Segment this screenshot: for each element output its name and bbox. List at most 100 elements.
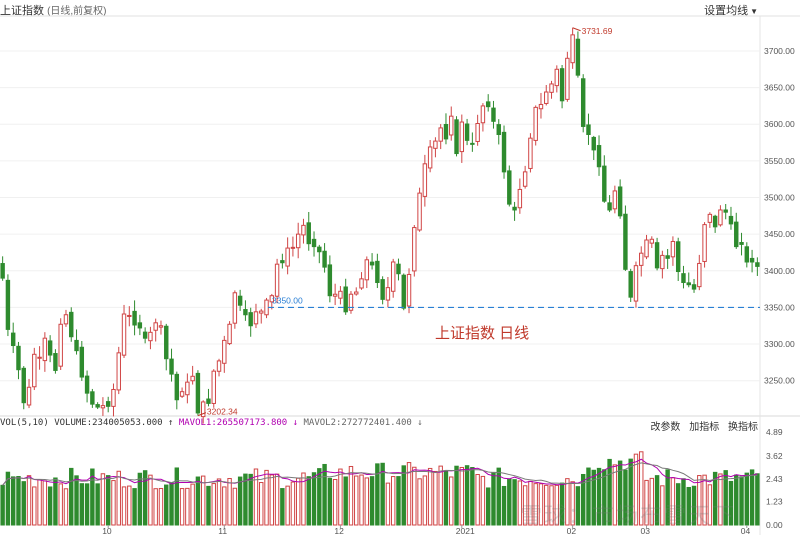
- candle-body: [311, 238, 317, 248]
- candle: [712, 214, 718, 233]
- volume-bar: [200, 475, 206, 526]
- volume-bar: [633, 453, 639, 526]
- volume-bar: [707, 484, 713, 526]
- candle-body: [21, 367, 26, 404]
- volume-bar: [554, 484, 560, 526]
- candle-body: [755, 262, 760, 267]
- candle: [702, 222, 707, 268]
- candle-body: [602, 165, 607, 202]
- candle-body: [728, 215, 734, 225]
- x-tick-label: 11: [218, 526, 227, 535]
- candle: [63, 309, 69, 327]
- volume-bar: [317, 468, 322, 526]
- volume-bar: [127, 485, 132, 526]
- candle-body: [179, 391, 185, 397]
- volume-value: VOLUME:234005053.000: [54, 418, 163, 428]
- candle: [132, 300, 137, 336]
- volume-bar: [544, 484, 549, 526]
- chart-center-title: 上证指数 日线: [435, 325, 529, 342]
- candle: [127, 306, 132, 327]
- volume-bar: [84, 483, 90, 526]
- candle-body: [222, 339, 227, 364]
- candle-body: [269, 295, 275, 303]
- index-name: 上证指数: [0, 5, 44, 17]
- volume-bar: [718, 473, 723, 526]
- volume-bar: [280, 488, 285, 526]
- candle-body: [63, 314, 69, 325]
- volume-bar: [111, 480, 116, 526]
- volume-bar: [570, 481, 575, 526]
- candle: [675, 237, 681, 281]
- y-tick-label: 3350.00: [764, 302, 795, 312]
- add-indicator-button[interactable]: 加指标: [689, 422, 720, 433]
- volume-bar: [211, 483, 216, 526]
- volume-bar: [443, 470, 449, 526]
- candle: [232, 290, 238, 329]
- candle-body: [528, 137, 533, 169]
- candle-body: [390, 261, 396, 292]
- volume-bar: [639, 451, 644, 526]
- candle: [237, 289, 243, 311]
- candle-body: [195, 372, 201, 414]
- volume-bar: [69, 467, 74, 526]
- vol-tick-label: 2.43: [766, 474, 783, 484]
- volume-bar: [16, 476, 21, 526]
- volume-bar: [475, 474, 480, 526]
- candle: [734, 212, 739, 249]
- candle: [158, 320, 164, 335]
- candle: [5, 274, 11, 337]
- volume-bar: [190, 483, 195, 526]
- candle: [227, 321, 232, 346]
- candle: [396, 258, 401, 281]
- change-params-button[interactable]: 改参数: [650, 422, 681, 433]
- candle-body: [16, 345, 21, 371]
- candle: [633, 261, 639, 308]
- candle: [79, 340, 85, 381]
- switch-indicator-button[interactable]: 换指标: [728, 422, 758, 433]
- volume-bar: [74, 475, 79, 526]
- candle: [454, 116, 459, 157]
- candle-body: [675, 241, 681, 273]
- candle-body: [538, 103, 544, 110]
- volume-bar: [21, 481, 26, 526]
- candle-body: [169, 358, 174, 375]
- candle-body: [691, 284, 697, 290]
- candle: [533, 105, 538, 146]
- candle-body: [438, 127, 443, 142]
- ma-settings-label: 设置均线: [704, 5, 749, 17]
- candle-body: [507, 170, 512, 205]
- candle: [322, 243, 327, 273]
- volume-bar: [607, 458, 612, 526]
- candle: [528, 133, 533, 173]
- volume-bar: [575, 486, 581, 526]
- candle: [290, 236, 296, 257]
- volume-bar: [222, 486, 227, 526]
- candle-body: [95, 404, 100, 408]
- high-marker: [572, 27, 581, 32]
- volume-bar: [58, 483, 63, 526]
- volume-bar: [427, 467, 433, 526]
- volume-bar: [306, 476, 311, 526]
- volume-bar: [354, 475, 359, 526]
- candle-body: [470, 142, 475, 145]
- candle: [200, 400, 206, 424]
- candle-body: [243, 309, 248, 316]
- candle-body: [554, 68, 560, 87]
- ma-settings-button[interactable]: 设置均线 ▼: [704, 2, 758, 18]
- candle: [42, 332, 48, 372]
- high-label: 3731.69: [582, 26, 613, 36]
- candle: [375, 253, 380, 289]
- volume-bar: [79, 483, 85, 526]
- candle: [459, 114, 465, 163]
- candle: [422, 154, 428, 207]
- candle: [74, 329, 79, 355]
- volume-bar: [264, 469, 269, 526]
- candle: [137, 314, 143, 336]
- candle-body: [565, 57, 570, 100]
- y-tick-label: 3400.00: [764, 266, 795, 276]
- candle: [723, 203, 728, 220]
- volume-bar: [179, 488, 185, 526]
- candle-body: [322, 250, 327, 268]
- low-marker: [197, 412, 207, 417]
